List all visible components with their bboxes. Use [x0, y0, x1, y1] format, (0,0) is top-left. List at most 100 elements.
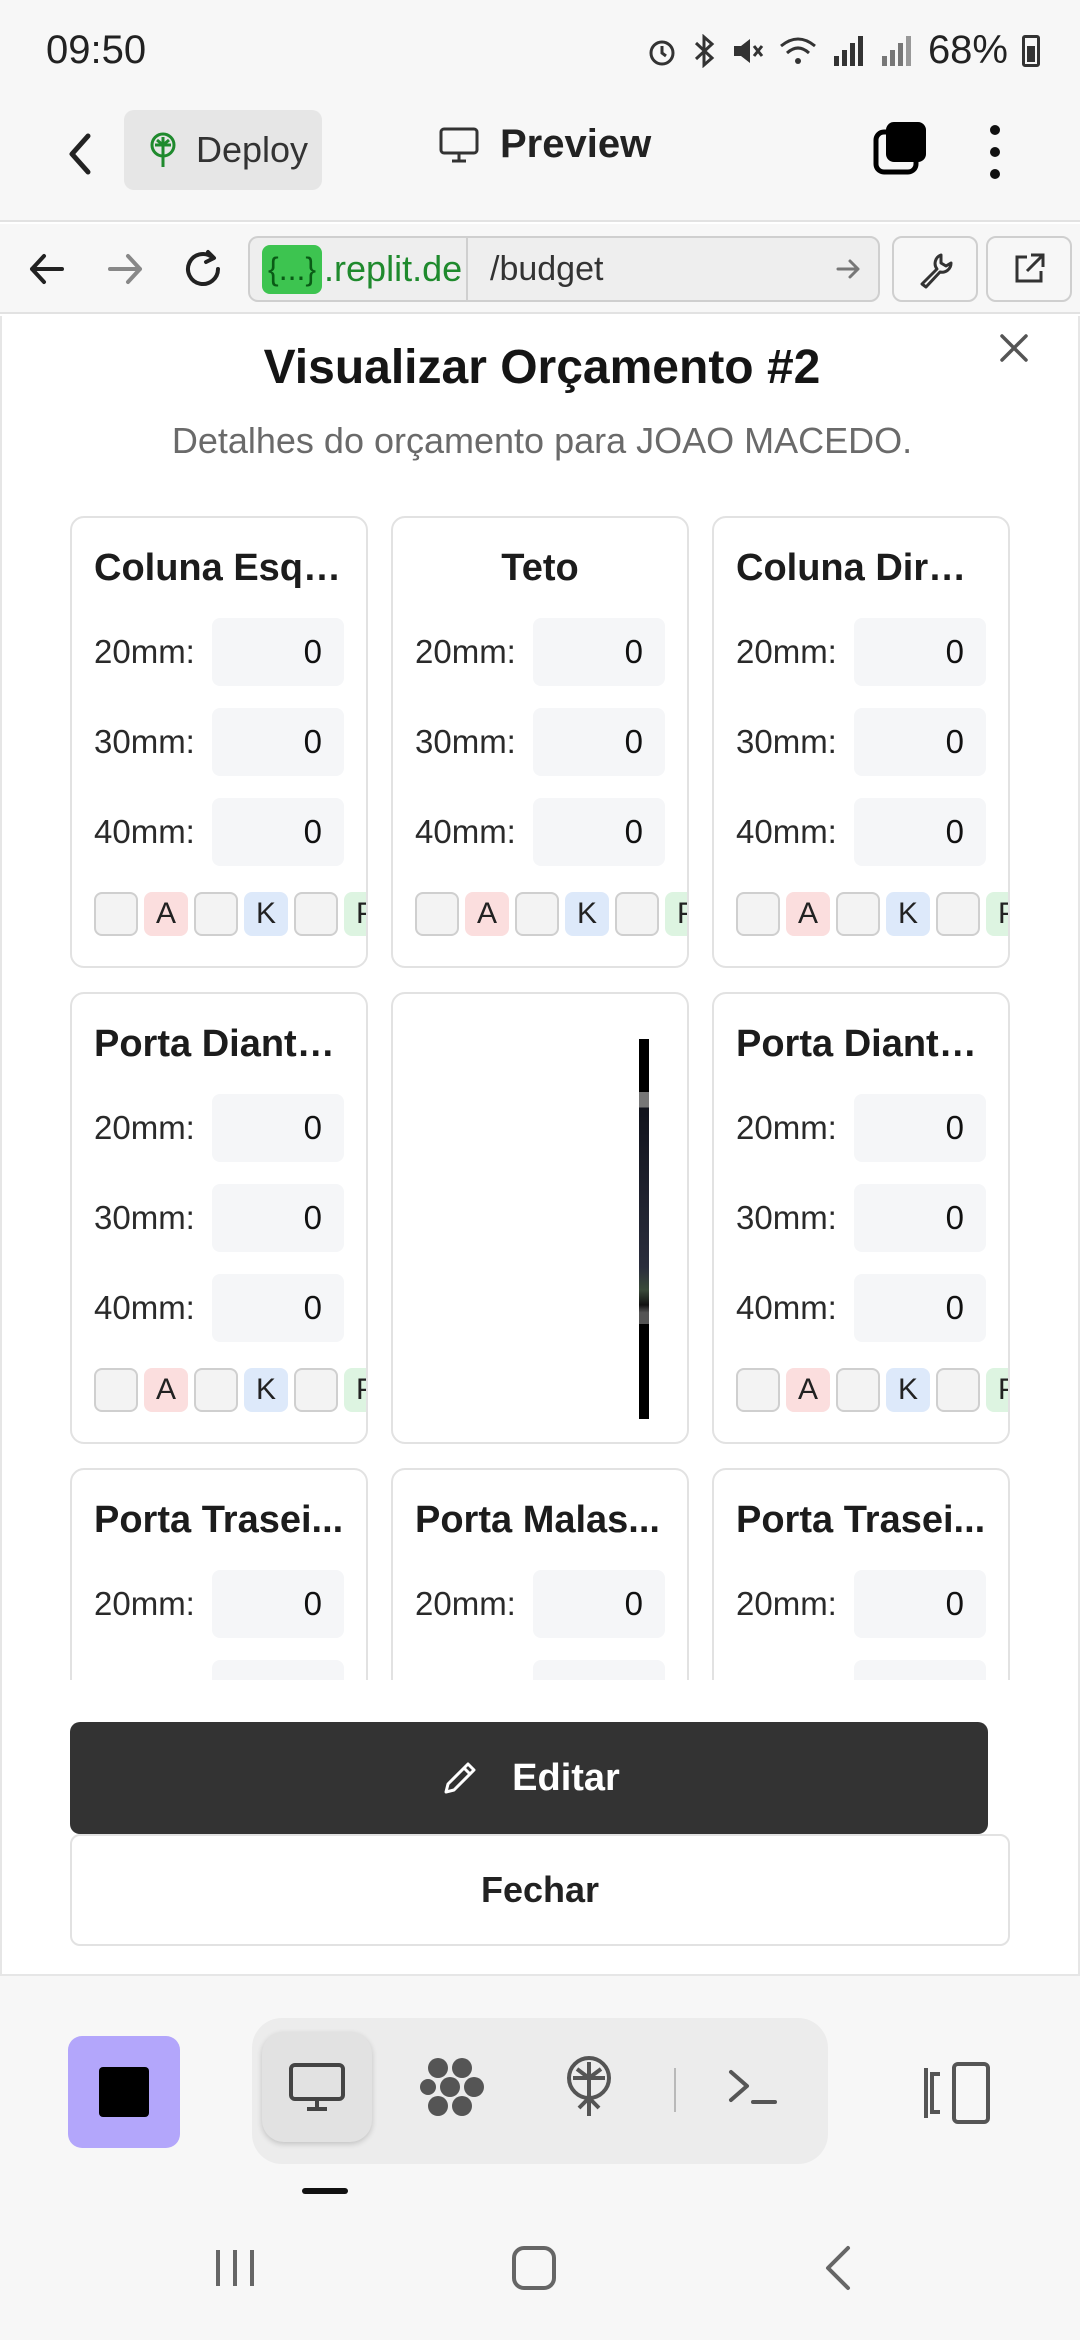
- active-tab-indicator: [302, 2188, 348, 2194]
- cards-grid: Coluna Esqu... 20mm: 0 30mm: 0 40mm: 0 A K …: [70, 516, 1010, 1680]
- chip-empty[interactable]: [836, 1368, 880, 1412]
- chip-k[interactable]: K: [244, 892, 288, 936]
- chip-empty[interactable]: [736, 1368, 780, 1412]
- chip-p[interactable]: P: [986, 1368, 1008, 1412]
- chip-empty[interactable]: [194, 1368, 238, 1412]
- go-arrow-icon[interactable]: [818, 254, 878, 284]
- row-20mm: 20mm: 0: [94, 1570, 344, 1638]
- system-navigation-bar: [0, 2194, 1080, 2340]
- chip-p[interactable]: P: [344, 1368, 366, 1412]
- chip-k[interactable]: K: [565, 892, 609, 936]
- chip-row: A K P: [94, 892, 366, 936]
- chip-a[interactable]: A: [465, 892, 509, 936]
- preview-tab-title[interactable]: Preview: [438, 122, 651, 167]
- url-host-chip: {...}: [262, 244, 323, 294]
- value-field: 0: [212, 798, 344, 866]
- chip-empty[interactable]: [615, 892, 659, 936]
- fechar-button[interactable]: Fechar: [70, 1834, 1010, 1946]
- cards-scroll-area[interactable]: Coluna Esqu... 20mm: 0 30mm: 0 40mm: 0 A K …: [70, 516, 1010, 1680]
- more-options-icon[interactable]: [980, 122, 1010, 182]
- status-time: 09:50: [46, 28, 147, 72]
- chip-a[interactable]: A: [144, 892, 188, 936]
- chip-k[interactable]: K: [244, 1368, 288, 1412]
- chip-empty[interactable]: [736, 892, 780, 936]
- chip-k[interactable]: K: [886, 1368, 930, 1412]
- size-label: 20mm:: [94, 1109, 195, 1146]
- preview-label: Preview: [500, 122, 652, 166]
- chip-empty[interactable]: [194, 892, 238, 936]
- monitor-icon: [289, 2063, 345, 2111]
- chip-empty[interactable]: [836, 892, 880, 936]
- card-title: Porta Malas...: [415, 1499, 660, 1541]
- url-bar: {...} .replit.de /budget: [0, 224, 1080, 314]
- row-20mm: 20mm: 0: [736, 618, 986, 686]
- value-field: 0: [212, 708, 344, 776]
- row-40mm: 40mm: 0: [736, 798, 986, 866]
- value-field: 0: [533, 618, 665, 686]
- wrench-icon: [920, 253, 953, 289]
- tab-agent[interactable]: [400, 2032, 510, 2142]
- edit-button[interactable]: Editar: [70, 1722, 988, 1834]
- browser-back-icon[interactable]: [22, 244, 72, 294]
- url-input[interactable]: {...} .replit.de /budget: [248, 236, 880, 302]
- chip-empty[interactable]: [294, 892, 338, 936]
- row-20mm: 20mm: 0: [736, 1570, 986, 1638]
- chip-empty[interactable]: [936, 892, 980, 936]
- open-new-tab-button[interactable]: [986, 236, 1072, 302]
- url-domain: .replit.de: [324, 248, 463, 289]
- reload-icon[interactable]: [178, 244, 228, 294]
- car-image: [639, 1039, 649, 1419]
- layers-icon[interactable]: [870, 118, 930, 178]
- devtools-button[interactable]: [892, 236, 978, 302]
- size-label: 20mm:: [415, 633, 516, 670]
- card-title: Teto: [501, 547, 579, 589]
- chip-k[interactable]: K: [886, 892, 930, 936]
- chip-p[interactable]: P: [665, 892, 687, 936]
- value-field: 0: [854, 798, 986, 866]
- chip-empty[interactable]: [94, 1368, 138, 1412]
- tab-preview[interactable]: [262, 2032, 372, 2142]
- chip-empty[interactable]: [415, 892, 459, 936]
- row-30mm: 30mm: 0: [94, 1184, 344, 1252]
- chip-p[interactable]: P: [986, 892, 1008, 936]
- back-icon[interactable]: [56, 124, 106, 184]
- row-20mm: 20mm: 0: [94, 618, 344, 686]
- split-panel-icon[interactable]: [918, 2058, 998, 2128]
- value-field: 0: [854, 618, 986, 686]
- chip-a[interactable]: A: [786, 892, 830, 936]
- size-label: 20mm:: [736, 1109, 837, 1146]
- battery-percentage: 68%: [927, 28, 1008, 72]
- chip-empty[interactable]: [515, 892, 559, 936]
- recent-apps-icon[interactable]: [210, 2242, 260, 2294]
- card-title: Porta Trasei...: [94, 1499, 344, 1541]
- home-icon[interactable]: [508, 2242, 560, 2294]
- close-icon[interactable]: [992, 326, 1036, 370]
- value-field: 0: [854, 1274, 986, 1342]
- chip-empty[interactable]: [94, 892, 138, 936]
- browser-forward-icon[interactable]: [100, 244, 150, 294]
- value-field: 0: [854, 1570, 986, 1638]
- card-title: Coluna Direita: [736, 547, 986, 589]
- card-porta-dianteira-esquerda: Porta Diante... 20mm: 0 30mm: 0 40mm: 0 A K…: [70, 992, 368, 1444]
- size-label: 20mm:: [415, 1585, 516, 1622]
- card-porta-dianteira-direita: Porta Diante... 20mm: 0 30mm: 0 40mm: 0 A K…: [712, 992, 1010, 1444]
- value-field: 0: [854, 708, 986, 776]
- stop-button[interactable]: [68, 2036, 180, 2148]
- chip-a[interactable]: A: [786, 1368, 830, 1412]
- modal-title: Visualizar Orçamento #2: [263, 341, 821, 394]
- chip-row: A K P: [415, 892, 687, 936]
- chip-empty[interactable]: [936, 1368, 980, 1412]
- chip-p[interactable]: P: [344, 892, 366, 936]
- url-host: {...} .replit.de: [250, 238, 468, 300]
- chip-a[interactable]: A: [144, 1368, 188, 1412]
- card-porta-traseira-direita: Porta Trasei... 20mm: 0 30mm:: [712, 1468, 1010, 1680]
- deploy-button[interactable]: Deploy: [124, 110, 322, 190]
- system-back-icon[interactable]: [818, 2242, 858, 2294]
- size-label: 40mm:: [415, 813, 516, 850]
- tab-deploy[interactable]: [534, 2032, 644, 2142]
- status-icons: 68%: [646, 28, 1040, 73]
- tab-shell[interactable]: [698, 2032, 808, 2142]
- chip-empty[interactable]: [294, 1368, 338, 1412]
- card-porta-malas: Porta Malas... 20mm: 0 30mm:: [391, 1468, 689, 1680]
- mute-icon: [733, 38, 764, 63]
